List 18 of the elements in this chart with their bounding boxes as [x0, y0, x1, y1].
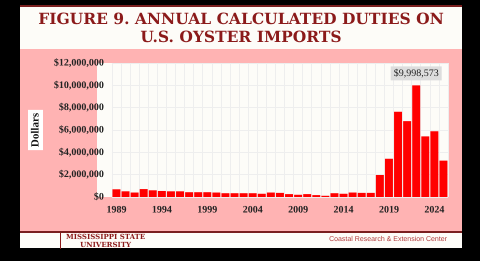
x-tick-label: 2014 — [334, 204, 354, 216]
x-tick-label: 2009 — [288, 204, 308, 216]
y-axis-title: Dollars — [30, 112, 42, 148]
y-tick-label: $6,000,000 — [58, 124, 104, 136]
y-tick-label: $12,000,000 — [54, 58, 104, 68]
chart-title: FIGURE 9. ANNUAL CALCULATED DUTIES ON U.S. OYSTER IMPORTS — [37, 9, 445, 46]
x-tick-label: 2004 — [242, 204, 263, 216]
y-tick-label: $8,000,000 — [58, 102, 104, 114]
y-tick-label: $0 — [94, 192, 104, 202]
x-tick-label: 1994 — [152, 204, 172, 216]
x-tick-label: 2019 — [378, 204, 399, 216]
y-tick-label: $2,000,000 — [58, 169, 104, 180]
x-tick-label: 2024 — [424, 204, 444, 216]
data-label: $9,998,573 — [394, 68, 439, 79]
x-tick-label: 1999 — [197, 204, 218, 216]
x-tick-label: 1989 — [106, 204, 126, 216]
y-tick-label: $4,000,000 — [58, 146, 104, 158]
y-tick-label: $10,000,000 — [54, 80, 104, 91]
